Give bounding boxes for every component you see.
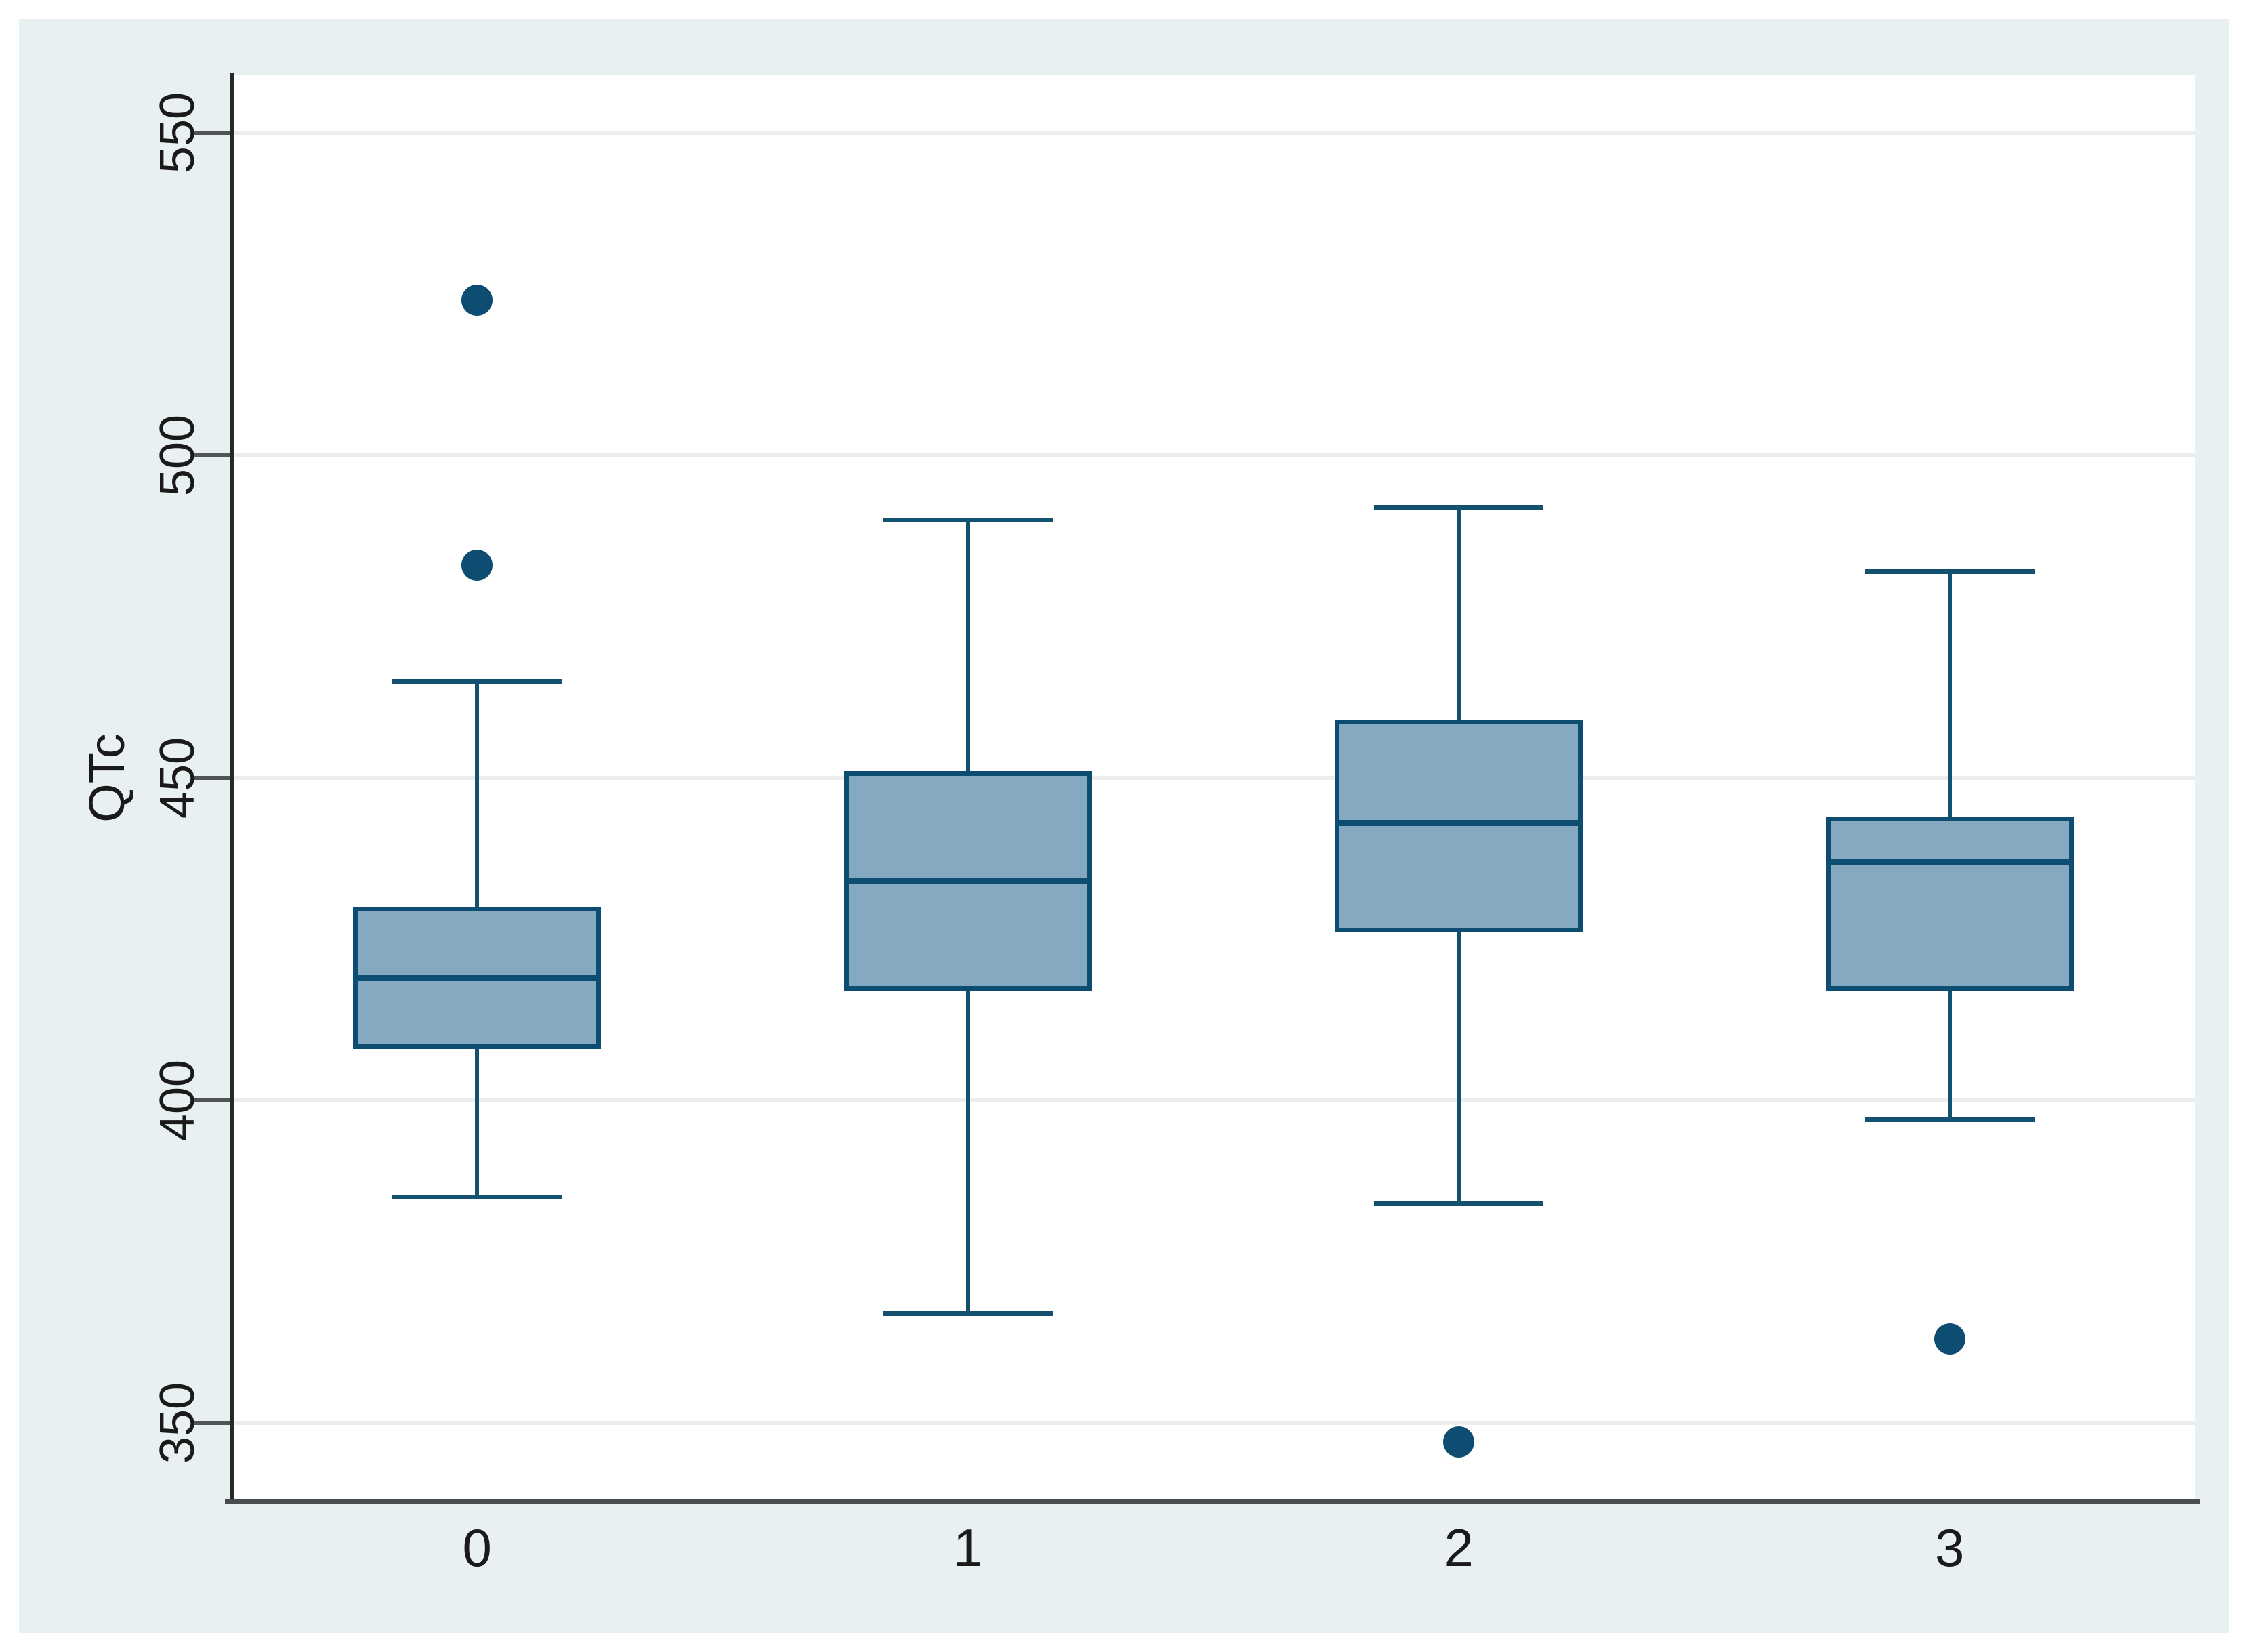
x-category-label: 1 xyxy=(953,1518,983,1577)
upper-whisker-line xyxy=(475,680,480,907)
upper-whisker-line xyxy=(1947,571,1952,817)
median-line xyxy=(1335,820,1583,827)
y-tick-label: 450 xyxy=(150,737,205,819)
y-tick xyxy=(192,1420,230,1425)
lower-whisker-line xyxy=(475,1048,480,1197)
upper-whisker-cap xyxy=(883,517,1053,522)
lower-whisker-cap xyxy=(1865,1117,2035,1123)
lower-whisker-cap xyxy=(883,1310,1053,1316)
outlier-dot xyxy=(461,285,493,316)
upper-whisker-cap xyxy=(1374,504,1544,510)
y-tick-label: 500 xyxy=(150,414,205,496)
y-tick xyxy=(192,1098,230,1102)
y-tick-label: 550 xyxy=(150,91,205,173)
median-line xyxy=(1825,859,2074,865)
x-category-label: 0 xyxy=(462,1518,492,1577)
y-tick-label: 400 xyxy=(150,1059,205,1141)
iqr-box xyxy=(1825,816,2074,991)
outlier-dot xyxy=(1934,1323,1965,1355)
upper-whisker-line xyxy=(965,519,970,772)
upper-whisker-cap xyxy=(392,678,562,684)
lower-whisker-cap xyxy=(1374,1201,1544,1206)
x-category-label: 3 xyxy=(1935,1518,1965,1577)
y-gridline xyxy=(232,453,2195,457)
y-tick-label: 350 xyxy=(150,1382,205,1464)
x-axis-line xyxy=(225,1499,2200,1504)
median-line xyxy=(353,974,602,981)
y-tick xyxy=(192,130,230,135)
upper-whisker-line xyxy=(1457,506,1461,720)
lower-whisker-line xyxy=(965,990,970,1313)
outlier-dot xyxy=(1443,1426,1475,1458)
y-tick xyxy=(192,775,230,780)
x-category-label: 2 xyxy=(1444,1518,1474,1577)
lower-whisker-line xyxy=(1947,990,1952,1120)
y-tick xyxy=(192,453,230,457)
lower-whisker-line xyxy=(1457,932,1461,1203)
median-line xyxy=(844,877,1092,884)
y-gridline xyxy=(232,1420,2195,1425)
y-gridline xyxy=(232,130,2195,135)
y-gridline xyxy=(232,1098,2195,1102)
outlier-dot xyxy=(461,549,493,581)
lower-whisker-cap xyxy=(392,1195,562,1200)
upper-whisker-cap xyxy=(1865,569,2035,575)
y-gridline xyxy=(232,775,2195,780)
y-axis-line xyxy=(230,73,234,1504)
y-axis-title: QTc xyxy=(79,733,135,823)
plot-area xyxy=(232,75,2195,1499)
